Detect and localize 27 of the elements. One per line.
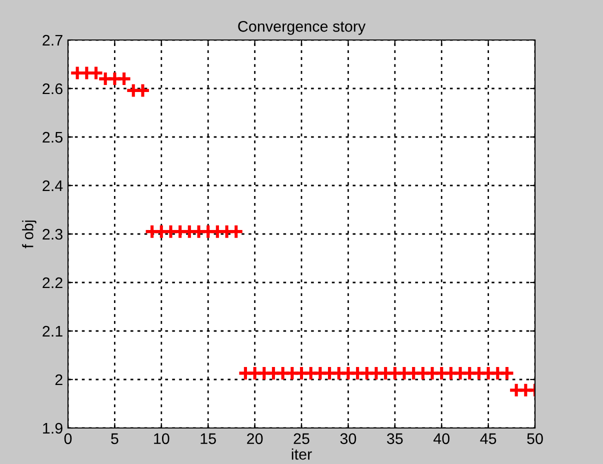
point — [228, 224, 244, 240]
y-tick-label: 2 — [55, 374, 62, 386]
x-tick-label: 15 — [200, 433, 216, 444]
y-tick-label: 2.3 — [42, 228, 62, 240]
x-tick-label: 50 — [527, 433, 543, 444]
x-tick-label: 5 — [111, 433, 118, 444]
y-tick-label: 2.4 — [42, 180, 63, 192]
y-tick-label: 1.9 — [43, 422, 62, 434]
x-axis-title: iter — [292, 448, 312, 460]
y-tick-label: 2.2 — [42, 277, 62, 288]
point — [116, 71, 132, 87]
point — [134, 82, 150, 98]
x-tick-label: 0 — [64, 433, 72, 444]
x-tick-label: 20 — [247, 433, 263, 444]
x-tick-label: 30 — [340, 433, 356, 444]
x-tick-label: 35 — [386, 433, 403, 444]
chart-title: Convergence story — [238, 21, 366, 35]
y-tick-label: 2.5 — [42, 132, 62, 143]
y-tick-label: 2.7 — [42, 34, 62, 46]
point — [499, 365, 515, 381]
x-tick-label: 25 — [294, 433, 310, 444]
y-tick-label: 2.1 — [42, 326, 62, 337]
x-tick-label: 45 — [480, 433, 496, 444]
x-tick-label: 10 — [154, 433, 170, 444]
x-tick-label: 40 — [433, 433, 450, 444]
y-axis-title: f obj — [22, 220, 36, 248]
y-tick-label: 2.6 — [42, 83, 62, 94]
